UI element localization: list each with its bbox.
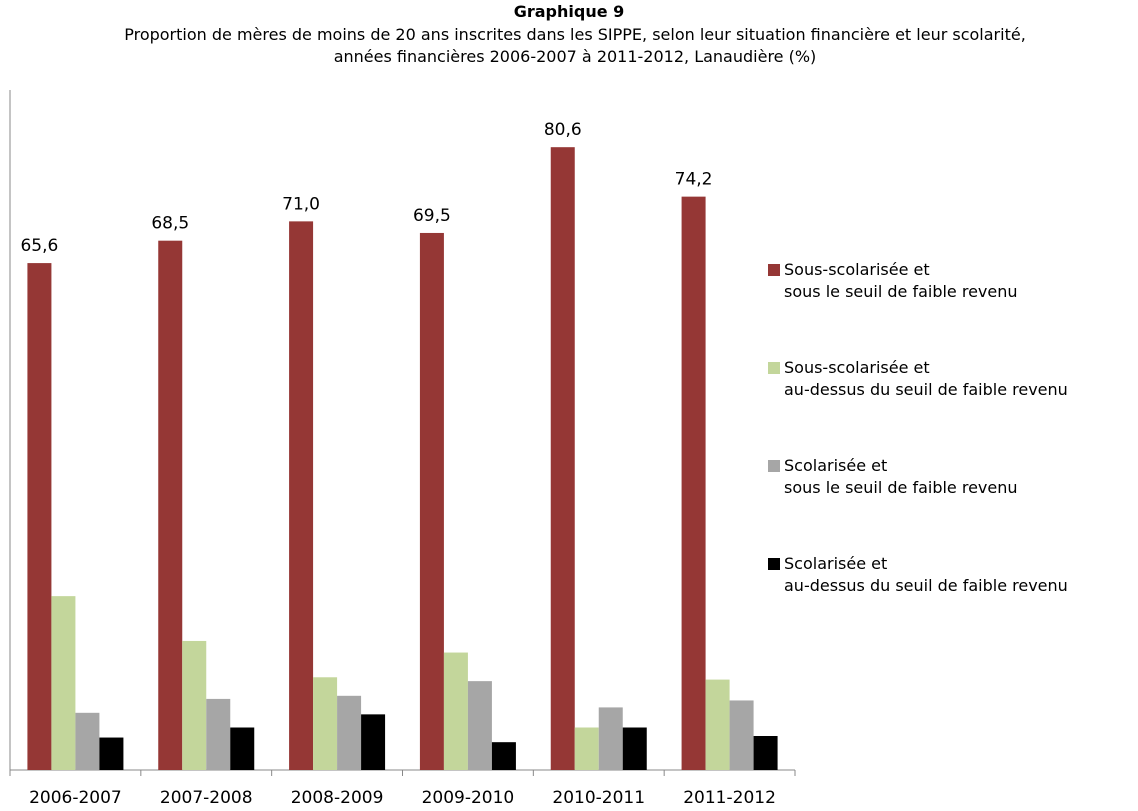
data-label: 69,5 bbox=[413, 206, 451, 226]
bar bbox=[574, 727, 599, 770]
bar bbox=[443, 652, 468, 770]
bar bbox=[51, 596, 76, 770]
bar bbox=[491, 742, 516, 770]
bar bbox=[230, 727, 255, 770]
data-label: 68,5 bbox=[151, 214, 189, 234]
data-label: 74,2 bbox=[675, 170, 713, 190]
bar bbox=[27, 263, 52, 770]
bar bbox=[729, 700, 754, 770]
bar bbox=[99, 737, 124, 770]
bar bbox=[753, 736, 778, 770]
bar bbox=[419, 232, 444, 771]
bar bbox=[681, 196, 706, 771]
x-tick-label: 2009-2010 bbox=[422, 788, 515, 808]
chart-subtitle: Proportion de mères de moins de 20 ans i… bbox=[124, 25, 1026, 66]
x-tick-label: 2010-2011 bbox=[552, 788, 645, 808]
bar bbox=[467, 681, 492, 770]
bar bbox=[337, 695, 362, 770]
bar bbox=[361, 714, 386, 770]
bar bbox=[206, 698, 231, 770]
bar bbox=[313, 677, 338, 770]
legend-swatch bbox=[768, 460, 780, 472]
bar bbox=[598, 707, 623, 770]
data-label: 71,0 bbox=[282, 194, 320, 214]
legend-label: Sous-scolarisée et sous le seuil de faib… bbox=[784, 260, 1018, 301]
x-tick-label: 2007-2008 bbox=[160, 788, 253, 808]
bar bbox=[705, 679, 730, 770]
legend-swatch bbox=[768, 264, 780, 276]
bar bbox=[289, 221, 314, 770]
bar bbox=[550, 147, 575, 770]
legend-label: Scolarisée et sous le seuil de faible re… bbox=[784, 456, 1018, 497]
x-tick-label: 2011-2012 bbox=[683, 788, 776, 808]
legend-swatch bbox=[768, 558, 780, 570]
x-tick-label: 2006-2007 bbox=[29, 788, 122, 808]
bar bbox=[75, 712, 100, 770]
bar bbox=[182, 640, 207, 770]
bar bbox=[158, 240, 183, 770]
legend-label: Sous-scolarisée et au-dessus du seuil de… bbox=[784, 358, 1068, 399]
bar bbox=[622, 727, 647, 770]
chart-title: Graphique 9 bbox=[513, 2, 625, 21]
x-tick-label: 2008-2009 bbox=[291, 788, 384, 808]
data-label: 80,6 bbox=[544, 120, 582, 140]
data-label: 65,6 bbox=[20, 236, 58, 256]
legend-label: Scolarisée et au-dessus du seuil de faib… bbox=[784, 554, 1068, 595]
legend-swatch bbox=[768, 362, 780, 374]
